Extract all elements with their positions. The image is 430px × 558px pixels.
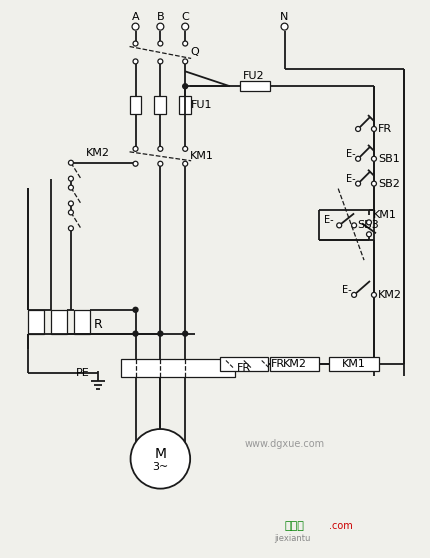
Text: E-: E- bbox=[342, 285, 352, 295]
Text: KM1: KM1 bbox=[190, 151, 214, 161]
Circle shape bbox=[372, 127, 376, 132]
Circle shape bbox=[352, 292, 356, 297]
Text: SB1: SB1 bbox=[378, 154, 400, 164]
Circle shape bbox=[356, 181, 360, 186]
Text: KM2: KM2 bbox=[283, 359, 307, 369]
Text: C: C bbox=[181, 12, 189, 22]
Text: KM2: KM2 bbox=[378, 290, 402, 300]
Circle shape bbox=[372, 181, 376, 186]
Text: M: M bbox=[154, 447, 166, 461]
Circle shape bbox=[133, 307, 138, 312]
Circle shape bbox=[133, 161, 138, 166]
Circle shape bbox=[68, 210, 74, 215]
Circle shape bbox=[183, 331, 187, 336]
Circle shape bbox=[158, 331, 163, 336]
Circle shape bbox=[182, 23, 189, 30]
Circle shape bbox=[68, 176, 74, 181]
Bar bbox=[270, 358, 319, 372]
Text: www.dgxue.com: www.dgxue.com bbox=[245, 439, 325, 449]
Circle shape bbox=[366, 232, 372, 237]
Circle shape bbox=[157, 23, 164, 30]
Circle shape bbox=[133, 59, 138, 64]
Bar bbox=[179, 96, 191, 114]
Text: KM2: KM2 bbox=[86, 148, 110, 158]
Text: PE: PE bbox=[76, 368, 89, 378]
Text: FR: FR bbox=[270, 359, 285, 369]
Circle shape bbox=[281, 23, 288, 30]
Circle shape bbox=[183, 84, 187, 89]
Circle shape bbox=[68, 160, 74, 165]
Circle shape bbox=[356, 127, 360, 132]
Text: SB2: SB2 bbox=[378, 179, 400, 189]
Text: E-: E- bbox=[346, 174, 356, 184]
Circle shape bbox=[372, 292, 376, 297]
Circle shape bbox=[183, 146, 187, 151]
Bar bbox=[129, 96, 141, 114]
Circle shape bbox=[131, 429, 190, 489]
Circle shape bbox=[68, 185, 74, 190]
Bar bbox=[120, 359, 235, 377]
Bar bbox=[329, 358, 379, 372]
Circle shape bbox=[372, 156, 376, 161]
Text: .com: .com bbox=[329, 521, 353, 531]
Circle shape bbox=[356, 156, 360, 161]
Text: E-: E- bbox=[346, 149, 356, 159]
Text: E-: E- bbox=[324, 215, 334, 225]
Text: Q: Q bbox=[190, 47, 199, 57]
Text: 3~: 3~ bbox=[152, 462, 169, 472]
Text: FR: FR bbox=[378, 124, 392, 134]
Circle shape bbox=[183, 59, 187, 64]
Circle shape bbox=[366, 220, 372, 225]
Circle shape bbox=[132, 23, 139, 30]
Bar bbox=[220, 358, 267, 372]
Circle shape bbox=[337, 223, 342, 228]
Text: 接线图: 接线图 bbox=[285, 521, 304, 531]
Bar bbox=[28, 310, 44, 334]
Text: FR: FR bbox=[237, 363, 251, 373]
Circle shape bbox=[158, 59, 163, 64]
Text: A: A bbox=[132, 12, 139, 22]
Circle shape bbox=[68, 201, 74, 206]
Circle shape bbox=[68, 226, 74, 231]
Text: N: N bbox=[280, 12, 289, 22]
Circle shape bbox=[158, 41, 163, 46]
Text: R: R bbox=[94, 318, 102, 331]
Circle shape bbox=[158, 146, 163, 151]
Text: KM1: KM1 bbox=[373, 210, 397, 220]
Bar bbox=[74, 310, 90, 334]
Circle shape bbox=[183, 41, 187, 46]
Circle shape bbox=[133, 41, 138, 46]
Text: FU2: FU2 bbox=[243, 71, 264, 81]
Text: SB3: SB3 bbox=[357, 220, 379, 230]
Circle shape bbox=[158, 161, 163, 166]
Text: KM1: KM1 bbox=[342, 359, 366, 369]
Bar bbox=[154, 96, 166, 114]
Bar bbox=[240, 81, 270, 91]
Circle shape bbox=[352, 223, 356, 228]
Text: jiexiantu: jiexiantu bbox=[275, 534, 311, 543]
Circle shape bbox=[183, 161, 187, 166]
Circle shape bbox=[133, 146, 138, 151]
Text: B: B bbox=[157, 12, 164, 22]
Circle shape bbox=[133, 331, 138, 336]
Bar bbox=[51, 310, 67, 334]
Text: FU1: FU1 bbox=[191, 100, 213, 110]
